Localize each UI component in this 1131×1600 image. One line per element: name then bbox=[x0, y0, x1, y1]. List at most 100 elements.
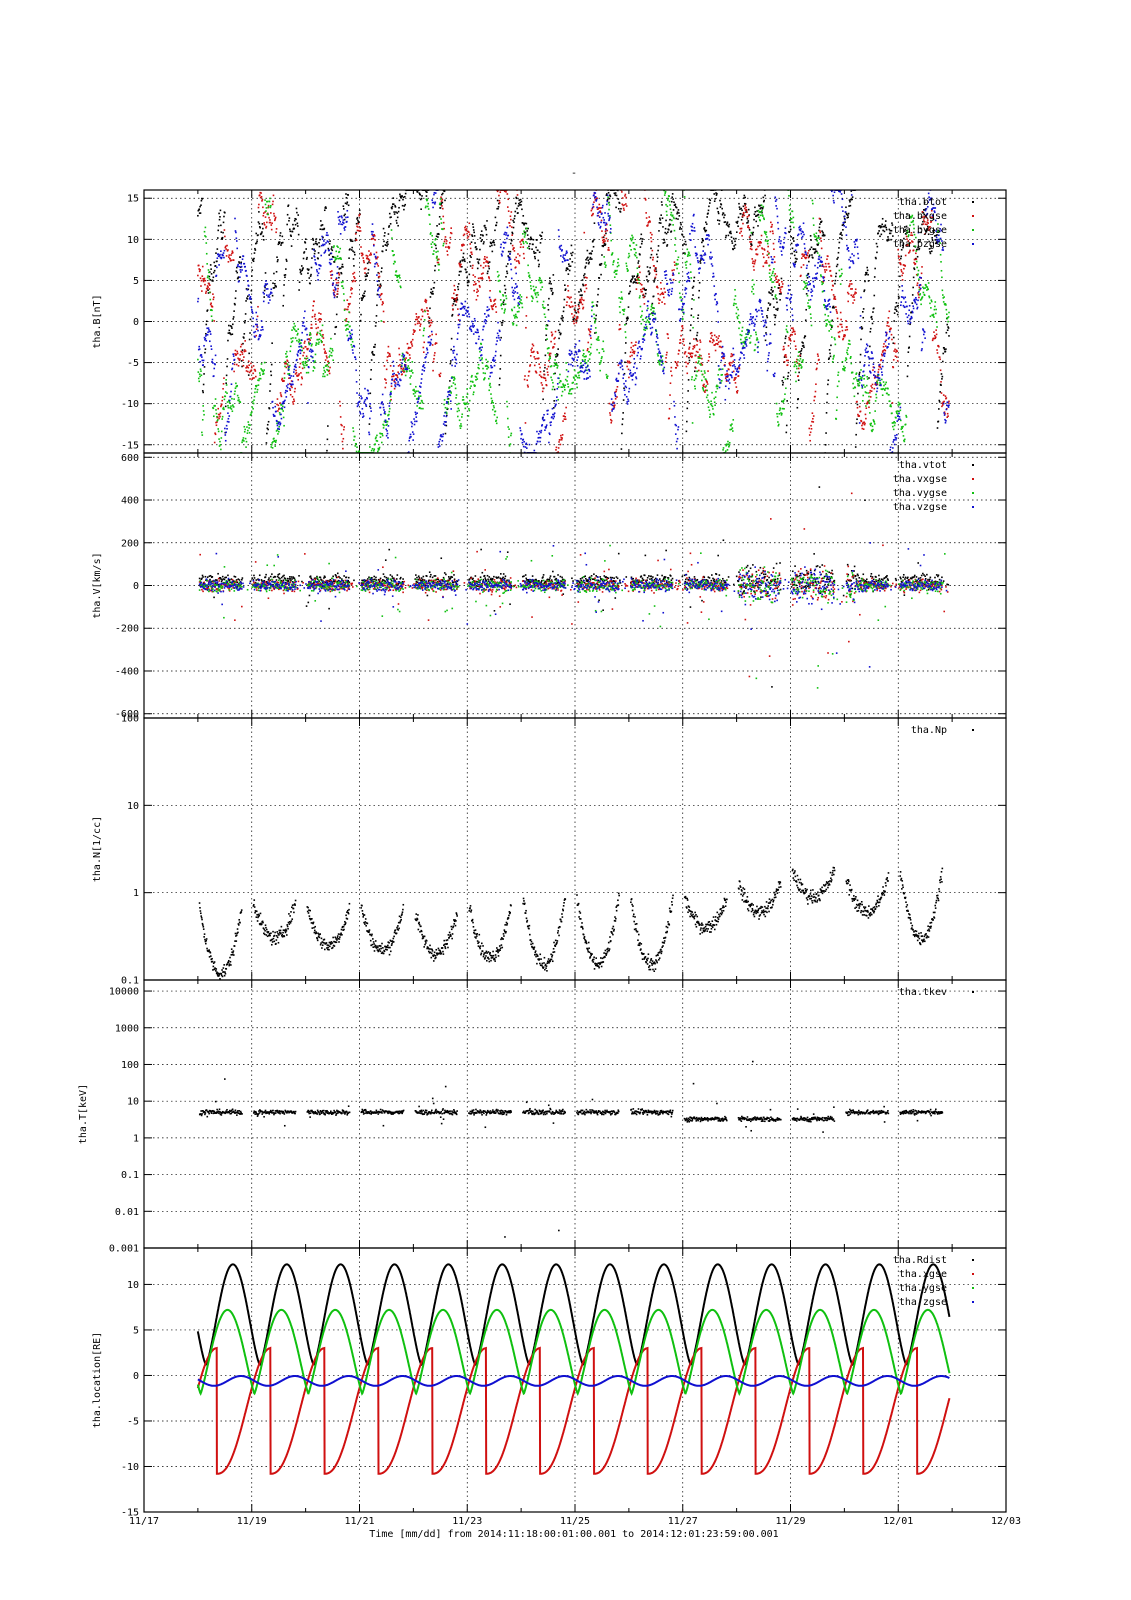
data-point bbox=[922, 220, 924, 223]
data-point bbox=[518, 202, 520, 205]
data-point bbox=[654, 317, 657, 320]
data-point bbox=[711, 391, 713, 394]
data-point bbox=[913, 258, 916, 261]
data-point bbox=[789, 228, 792, 231]
data-point bbox=[327, 362, 330, 365]
data-point bbox=[262, 373, 264, 375]
data-point bbox=[589, 353, 591, 356]
data-point bbox=[362, 296, 365, 299]
data-point bbox=[255, 328, 258, 330]
data-point bbox=[832, 294, 835, 296]
data-point bbox=[686, 355, 688, 358]
data-point bbox=[244, 313, 247, 315]
data-point bbox=[710, 400, 712, 403]
data-point bbox=[665, 219, 667, 222]
data-point bbox=[216, 248, 219, 250]
data-point bbox=[576, 376, 579, 379]
data-point bbox=[476, 372, 479, 375]
data-point bbox=[206, 309, 209, 311]
data-point bbox=[203, 279, 205, 281]
data-point bbox=[864, 280, 866, 283]
data-point bbox=[450, 385, 453, 387]
data-point bbox=[592, 304, 595, 307]
data-point bbox=[432, 253, 435, 255]
data-point bbox=[930, 220, 933, 223]
data-point bbox=[782, 345, 785, 348]
data-point bbox=[555, 362, 558, 365]
data-point bbox=[248, 364, 250, 366]
data-point bbox=[690, 352, 693, 355]
data-point bbox=[318, 245, 321, 248]
data-point bbox=[728, 362, 731, 365]
data-point bbox=[842, 335, 845, 338]
data-point bbox=[655, 267, 657, 269]
data-point bbox=[376, 263, 379, 265]
data-point bbox=[239, 354, 242, 356]
data-point bbox=[280, 395, 283, 398]
data-point bbox=[392, 375, 395, 377]
data-point bbox=[622, 412, 624, 414]
data-point bbox=[523, 236, 526, 238]
data-point bbox=[658, 363, 661, 365]
data-point bbox=[891, 224, 894, 226]
data-point bbox=[884, 225, 886, 228]
data-point bbox=[557, 451, 559, 453]
data-point bbox=[694, 377, 697, 380]
data-point bbox=[514, 315, 517, 318]
data-point bbox=[592, 245, 595, 248]
data-point bbox=[265, 210, 267, 212]
data-point bbox=[818, 254, 821, 257]
data-point bbox=[367, 272, 369, 274]
data-point bbox=[740, 227, 743, 230]
data-point bbox=[831, 326, 833, 329]
data-point bbox=[889, 229, 891, 232]
data-point bbox=[536, 351, 539, 353]
data-point bbox=[584, 267, 586, 269]
data-point bbox=[579, 301, 581, 304]
data-point bbox=[424, 300, 426, 302]
data-point bbox=[639, 253, 641, 256]
data-point bbox=[486, 220, 488, 222]
data-point bbox=[734, 243, 737, 246]
data-point bbox=[661, 217, 664, 219]
data-point bbox=[653, 265, 655, 267]
data-point bbox=[853, 296, 855, 298]
data-point bbox=[626, 316, 629, 319]
data-point bbox=[505, 276, 507, 278]
data-point bbox=[615, 194, 618, 197]
data-point bbox=[571, 251, 574, 254]
data-point bbox=[473, 384, 475, 386]
data-point bbox=[588, 358, 591, 360]
data-point bbox=[233, 363, 236, 366]
data-point bbox=[462, 256, 464, 259]
data-point bbox=[226, 250, 229, 252]
data-point bbox=[219, 209, 222, 212]
data-point bbox=[767, 256, 770, 259]
data-point bbox=[663, 296, 665, 299]
data-point bbox=[858, 415, 861, 417]
data-point bbox=[464, 403, 466, 406]
data-point bbox=[590, 209, 593, 212]
data-point bbox=[224, 211, 226, 214]
data-point bbox=[223, 408, 225, 411]
data-point bbox=[879, 226, 882, 229]
data-point bbox=[290, 235, 292, 237]
data-point bbox=[214, 405, 216, 407]
data-point bbox=[651, 314, 654, 316]
data-point bbox=[205, 292, 207, 294]
data-point bbox=[337, 246, 339, 249]
data-point bbox=[551, 388, 554, 391]
data-point bbox=[737, 216, 740, 219]
data-point bbox=[911, 234, 914, 237]
data-point bbox=[207, 275, 209, 277]
data-point bbox=[575, 318, 577, 321]
data-point bbox=[713, 193, 716, 195]
data-point bbox=[213, 441, 216, 444]
data-point bbox=[313, 300, 315, 303]
data-point bbox=[771, 230, 774, 232]
data-point bbox=[806, 294, 809, 297]
data-point bbox=[521, 239, 523, 241]
data-point bbox=[691, 355, 693, 358]
data-point bbox=[586, 249, 589, 252]
data-point bbox=[253, 399, 255, 401]
